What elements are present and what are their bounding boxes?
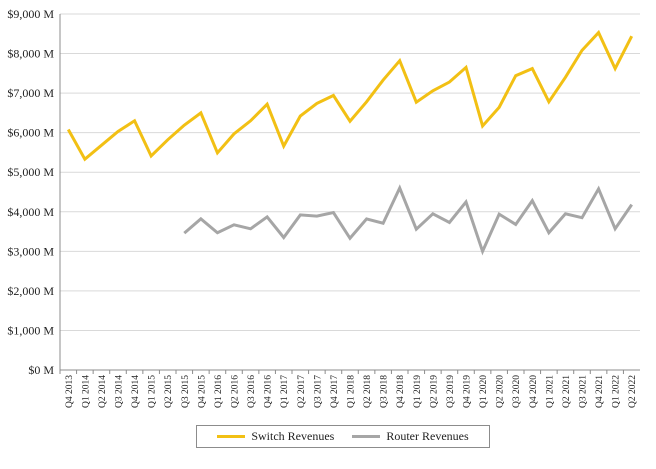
chart-legend: Switch Revenues Router Revenues: [196, 425, 490, 448]
x-tick-label: Q2 2015: [164, 375, 174, 408]
y-tick-label: $9,000 M: [7, 7, 54, 21]
x-tick-label: Q3 2020: [512, 375, 522, 408]
y-tick-label: $8,000 M: [7, 47, 54, 61]
y-tick-label: $4,000 M: [7, 205, 54, 219]
y-tick-label: $3,000 M: [7, 244, 54, 258]
x-tick-label: Q3 2018: [380, 375, 390, 408]
x-tick-label: Q2 2016: [231, 375, 241, 408]
x-tick-label: Q3 2016: [247, 375, 257, 408]
x-tick-label: Q3 2017: [313, 375, 323, 408]
y-tick-label: $7,000 M: [7, 86, 54, 100]
y-tick-label: $6,000 M: [7, 126, 54, 140]
x-tick-label: Q4 2017: [330, 375, 340, 408]
x-tick-label: Q1 2021: [545, 375, 555, 408]
x-tick-label: Q1 2014: [81, 375, 91, 408]
series-line-router: [183, 184, 633, 256]
x-tick-label: Q2 2017: [297, 375, 307, 408]
series-line-switch: [66, 29, 634, 162]
y-tick-label: $2,000 M: [7, 284, 54, 298]
x-tick-label: Q4 2015: [197, 375, 207, 408]
y-tick-label: $5,000 M: [7, 165, 54, 179]
axes: [59, 14, 640, 374]
series-lines: [66, 29, 634, 256]
legend-swatch-switch: [217, 435, 246, 438]
legend-item-switch: Switch Revenues: [217, 429, 334, 444]
legend-label-router: Router Revenues: [386, 429, 469, 443]
x-tick-label: Q1 2017: [280, 375, 290, 408]
x-tick-label: Q1 2015: [148, 375, 158, 408]
x-tick-label: Q4 2018: [396, 375, 406, 408]
x-tick-label: Q3 2019: [446, 375, 456, 408]
x-tick-label: Q3 2014: [115, 375, 125, 408]
x-tick-label: Q2 2020: [496, 375, 506, 408]
x-tick-label: Q2 2019: [429, 375, 439, 408]
gridlines: [60, 13, 640, 331]
x-tick-label: Q4 2013: [65, 375, 75, 408]
x-tick-label: Q2 2014: [98, 375, 108, 408]
x-tick-label: Q1 2022: [612, 375, 622, 408]
y-axis-tick-labels: $0 M $1,000 M $2,000 M $3,000 M $4,000 M $5,0…: [7, 7, 54, 377]
x-axis-tick-labels: Q4 2013 Q1 2014 Q2 2014 Q3 2014 Q4 2014 Q1 20…: [65, 375, 638, 408]
x-tick-label: Q4 2019: [463, 375, 473, 408]
x-tick-label: Q4 2014: [131, 375, 141, 408]
y-tick-label: $1,000 M: [7, 323, 54, 337]
x-tick-label: Q3 2021: [579, 375, 589, 408]
x-tick-label: Q2 2021: [562, 375, 572, 408]
legend-swatch-router: [352, 435, 381, 438]
x-tick-label: Q4 2020: [529, 375, 539, 408]
x-tick-label: Q4 2016: [264, 375, 274, 408]
x-tick-label: Q2 2018: [363, 375, 373, 408]
x-tick-label: Q2 2022: [628, 375, 638, 408]
legend-label-switch: Switch Revenues: [251, 429, 335, 443]
legend-item-router: Router Revenues: [352, 429, 469, 444]
x-tick-label: Q3 2015: [181, 375, 191, 408]
x-tick-label: Q4 2021: [595, 375, 605, 408]
x-tick-label: Q1 2020: [479, 375, 489, 408]
y-tick-label: $0 M: [28, 363, 54, 377]
x-tick-label: Q1 2018: [347, 375, 357, 408]
x-tick-label: Q1 2019: [413, 375, 423, 408]
x-tick-label: Q1 2016: [214, 375, 224, 408]
